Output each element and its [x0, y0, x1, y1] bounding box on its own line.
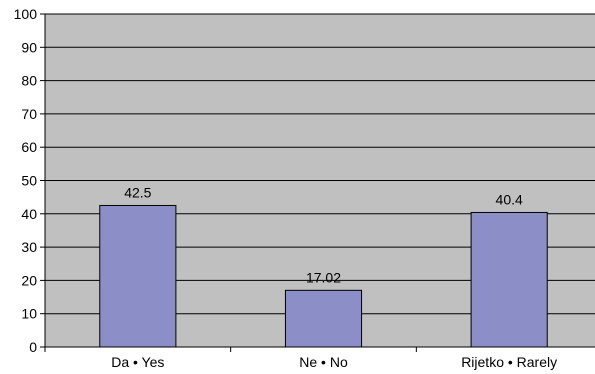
y-tick-label: 0 [29, 339, 37, 355]
y-tick-label: 10 [21, 306, 37, 322]
bar-2 [470, 211, 548, 348]
y-tick-label: 40 [21, 206, 37, 222]
category-label-1: Ne • No [299, 354, 348, 370]
bar-0 [99, 204, 177, 348]
bar-1 [284, 289, 363, 348]
y-tick-label: 100 [14, 6, 38, 22]
data-labels: 42.5 17.02 40.4 [124, 184, 523, 285]
y-tick-label: 50 [21, 173, 37, 189]
bars [99, 204, 548, 348]
category-label-0: Da • Yes [111, 354, 164, 370]
y-tick-label: 20 [21, 272, 37, 288]
y-tick-label: 70 [21, 106, 37, 122]
y-tick-label: 80 [21, 73, 37, 89]
data-label-2: 40.4 [496, 191, 523, 207]
y-tick-label: 90 [21, 39, 37, 55]
y-tick-label: 60 [21, 139, 37, 155]
y-tick-label: 30 [21, 239, 37, 255]
data-label-0: 42.5 [124, 184, 151, 200]
data-label-1: 17.02 [306, 269, 341, 285]
x-tick-labels: Da • Yes Ne • No Rijetko • Rarely [111, 354, 557, 370]
axes [40, 13, 595, 352]
category-label-2: Rijetko • Rarely [461, 354, 557, 370]
y-tick-labels: 0 10 20 30 40 50 60 70 80 90 100 [14, 6, 38, 355]
